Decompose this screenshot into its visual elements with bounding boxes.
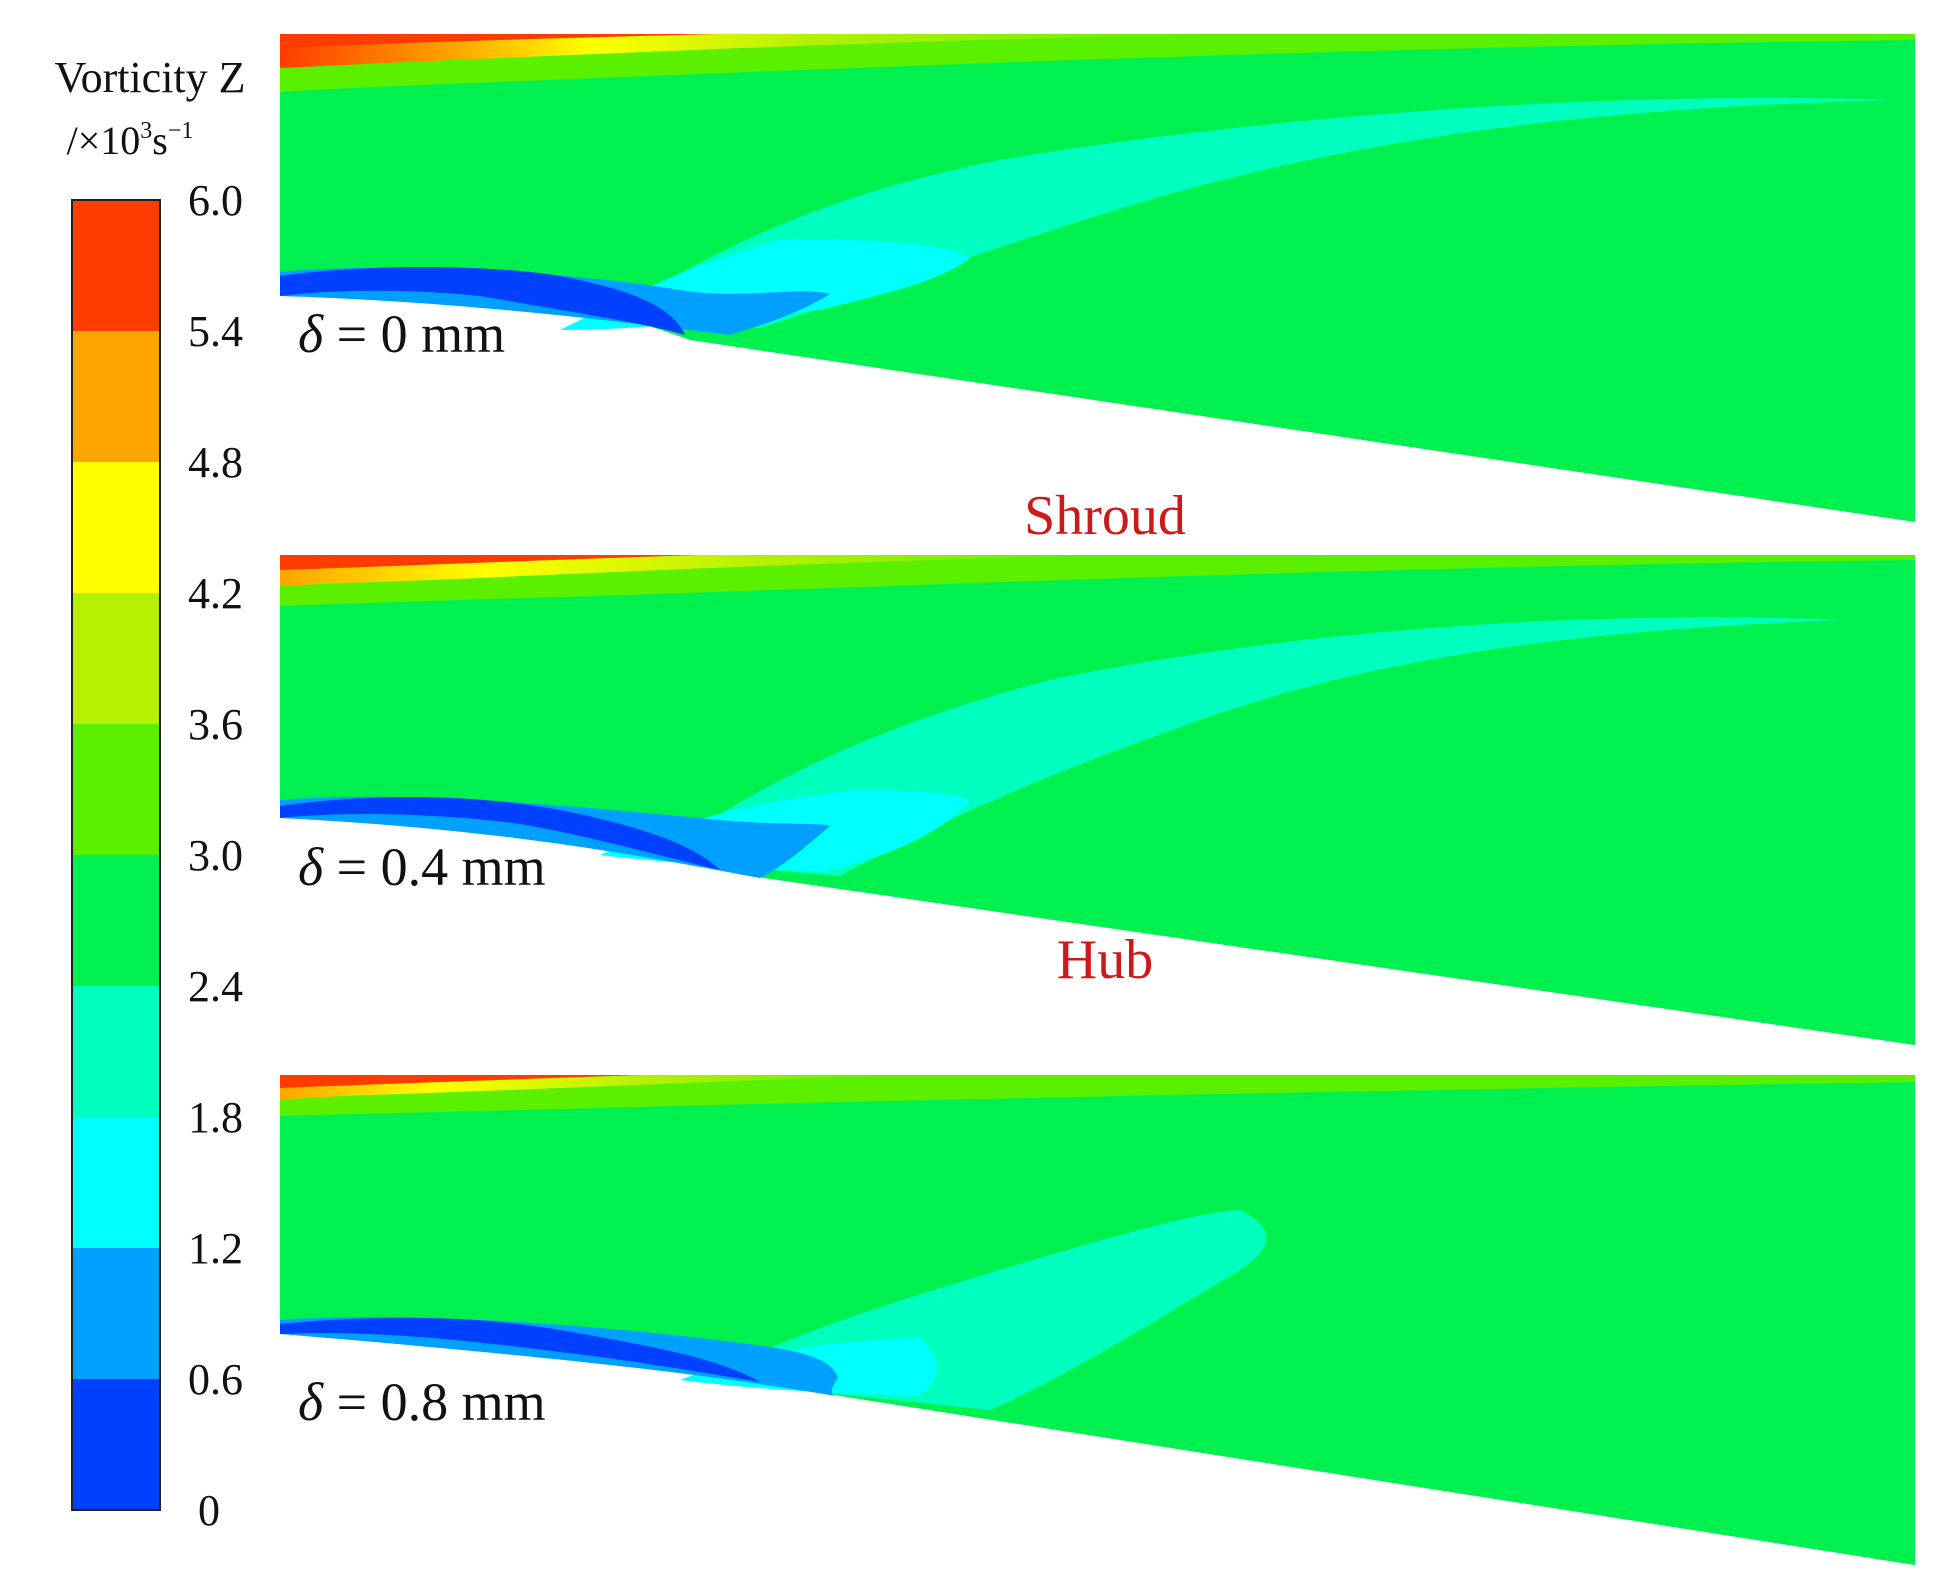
panel-2-shroud-band — [280, 555, 1100, 586]
legend-unit: /×103s−1 — [67, 118, 194, 163]
delta-label-panel-2: δ = 0.4 mm — [298, 837, 546, 897]
contour-panel-1 — [280, 34, 1915, 522]
tick-label: 4.8 — [188, 438, 243, 487]
panel-3-shroud-edge — [280, 1075, 640, 1088]
colorbar-band-2 — [72, 1248, 160, 1379]
colorbar-band-5 — [72, 855, 160, 986]
colorbar-band-6 — [72, 724, 160, 855]
tick-label: 1.8 — [188, 1093, 243, 1142]
panel-2-dark-blue — [280, 796, 720, 870]
contour-panel-2 — [280, 555, 1915, 1045]
panel-2-domain — [280, 555, 1915, 1045]
shroud-label: Shroud — [1024, 485, 1186, 547]
hub-label: Hub — [1057, 929, 1153, 991]
colorbar-band-9 — [72, 331, 160, 462]
colorbar-band-3 — [72, 1117, 160, 1248]
panel-3-shroud-layer — [280, 1075, 1915, 1116]
colorbar-band-7 — [72, 593, 160, 724]
tick-label: 3.6 — [188, 700, 243, 749]
colorbar-ticks: 6.0 5.4 4.8 4.2 3.6 3.0 2.4 1.8 1.2 0.6 … — [188, 176, 243, 1535]
panel-1-dark-blue — [280, 266, 685, 335]
colorbar-band-8 — [72, 462, 160, 593]
colorbar-frame — [71, 199, 161, 1511]
tick-label: 0 — [198, 1486, 220, 1535]
colorbar-band-1 — [72, 1379, 160, 1510]
panel-1-domain — [280, 34, 1915, 522]
tick-label: 3.0 — [188, 831, 243, 880]
panel-1-shroud-edge — [280, 34, 720, 48]
tick-label: 4.2 — [188, 569, 243, 618]
delta-label-panel-3: δ = 0.8 mm — [298, 1372, 546, 1432]
panel-2-shroud-edge — [280, 555, 700, 570]
panel-3-dark-blue — [280, 1317, 760, 1382]
colorbar-band-4 — [72, 986, 160, 1117]
colorbar-band-10 — [72, 200, 160, 331]
tick-label: 0.6 — [188, 1355, 243, 1404]
contour-panel-3 — [280, 1075, 1915, 1565]
tick-label: 1.2 — [188, 1224, 243, 1273]
tick-label: 5.4 — [188, 307, 243, 356]
tick-label: 6.0 — [188, 176, 243, 225]
colorbar — [71, 199, 161, 1511]
legend-title: Vorticity Z — [54, 53, 245, 102]
panel-1-shroud-band — [280, 34, 1250, 68]
tick-label: 2.4 — [188, 962, 243, 1011]
delta-label-panel-1: δ = 0 mm — [298, 304, 505, 364]
